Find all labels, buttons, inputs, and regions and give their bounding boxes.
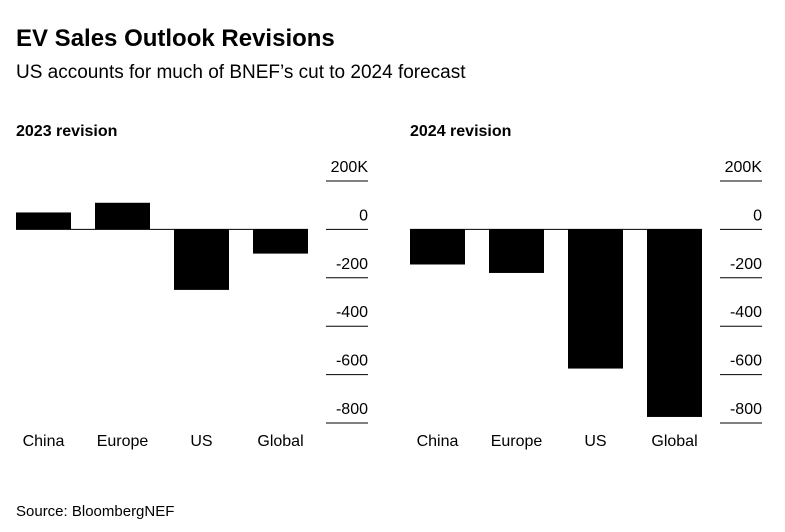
y-tick-label: -200 bbox=[336, 256, 368, 273]
x-tick-label: China bbox=[417, 433, 459, 450]
x-tick-label: Global bbox=[651, 433, 697, 450]
bar bbox=[174, 229, 229, 290]
x-tick-label: China bbox=[23, 433, 65, 450]
y-tick-label: -600 bbox=[336, 353, 368, 370]
x-tick-label: Europe bbox=[491, 433, 543, 450]
x-tick-label: US bbox=[584, 433, 606, 450]
source: Source: BloombergNEF bbox=[16, 503, 174, 520]
y-tick-label: 0 bbox=[359, 207, 368, 224]
y-tick-label: 0 bbox=[753, 207, 762, 224]
bar bbox=[95, 202, 150, 230]
chart-subtitle: 2024 revision bbox=[410, 123, 511, 140]
y-tick-label: -200 bbox=[730, 256, 762, 273]
y-tick-label: -800 bbox=[730, 401, 762, 418]
x-tick-label: Global bbox=[257, 433, 303, 450]
y-tick-label: -600 bbox=[730, 353, 762, 370]
y-tick-label: -400 bbox=[336, 304, 368, 321]
y-tick-label: -800 bbox=[336, 401, 368, 418]
y-tick-label: 200K bbox=[725, 159, 763, 176]
bar bbox=[647, 229, 702, 417]
y-tick-label: 200K bbox=[331, 159, 369, 176]
y-tick-label: -400 bbox=[730, 304, 762, 321]
chart-subtitle: 2023 revision bbox=[16, 123, 117, 140]
bar bbox=[568, 229, 623, 369]
bar bbox=[410, 229, 465, 265]
x-tick-label: Europe bbox=[97, 433, 149, 450]
title: EV Sales Outlook Revisions bbox=[16, 25, 335, 52]
bar bbox=[489, 229, 544, 273]
x-tick-label: US bbox=[190, 433, 212, 450]
bar bbox=[16, 212, 71, 230]
subtitle: US accounts for much of BNEF’s cut to 20… bbox=[16, 62, 466, 83]
bar bbox=[253, 229, 308, 254]
